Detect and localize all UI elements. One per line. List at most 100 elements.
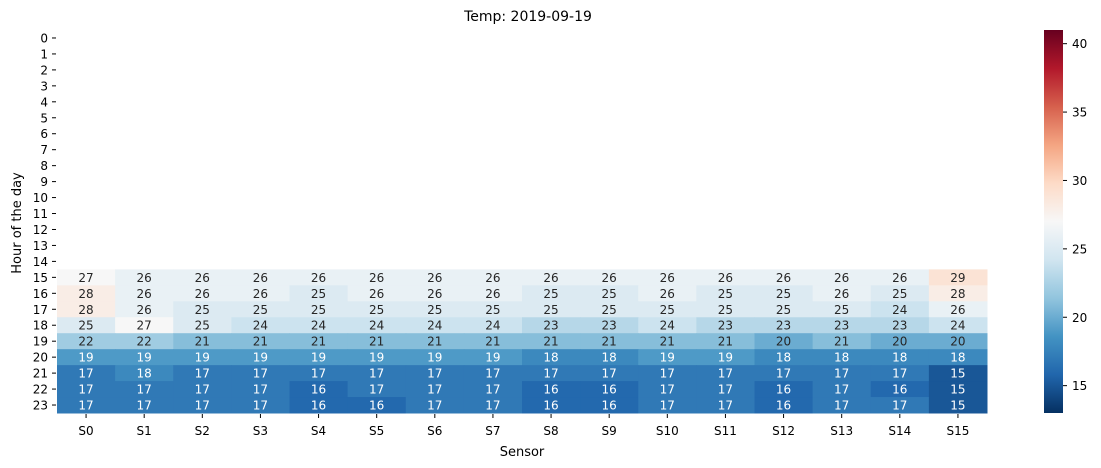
cell-value-label: 15 (950, 399, 965, 413)
cell-value-label: 23 (718, 319, 733, 333)
cell-value-label: 25 (253, 303, 268, 317)
cell-value-label: 21 (660, 335, 675, 349)
y-tick-label: 0 (40, 31, 48, 45)
cell-value-label: 21 (311, 335, 326, 349)
cell-value-label: 17 (195, 383, 210, 397)
cell-value-label: 24 (485, 319, 500, 333)
y-tick-label: 6 (40, 127, 48, 141)
cell-value-label: 26 (834, 271, 849, 285)
cell-value-label: 17 (892, 367, 907, 381)
heatmap-cell (405, 349, 465, 366)
heatmap-cell (57, 333, 116, 350)
cell-value-label: 17 (485, 383, 500, 397)
cell-value-label: 19 (78, 351, 93, 365)
heatmap-cell (405, 333, 465, 350)
cell-value-label: 21 (834, 335, 849, 349)
x-axis-label: Sensor (500, 445, 545, 460)
heatmap-cell (347, 317, 407, 334)
y-tick-label: 10 (33, 191, 48, 205)
cell-value-label: 24 (253, 319, 268, 333)
cell-value-label: 17 (602, 367, 617, 381)
heatmap-cell (638, 333, 697, 350)
cell-value-label: 26 (543, 271, 558, 285)
heatmap-cell (173, 269, 232, 286)
cell-value-label: 26 (485, 271, 500, 285)
heatmap-cell (463, 333, 523, 350)
x-tick-label: S7 (485, 424, 500, 438)
y-tick-label: 12 (33, 223, 48, 237)
heatmap-cell (580, 349, 639, 366)
cell-value-label: 17 (195, 399, 210, 413)
heatmap-cell-labels: 27 26 26 26 26 26 26 26 26 26 26 26 26 26 26 29 28 26 26 26… (78, 271, 965, 413)
heatmap-cell (231, 365, 290, 382)
heatmap-cell (580, 317, 639, 334)
cell-value-label: 25 (660, 303, 675, 317)
cell-value-label: 25 (776, 287, 791, 301)
heatmap-cell (463, 317, 523, 334)
cell-value-label: 17 (253, 367, 268, 381)
x-axis: S0 S1 S2 S3 S4 S5 S6 S7 S8 S9 S10 S11 S12 S13 S14 S15 (78, 414, 969, 438)
cell-value-label: 26 (660, 287, 675, 301)
heatmap-cell (522, 397, 581, 414)
cell-value-label: 24 (369, 319, 384, 333)
heatmap-cell (580, 381, 639, 398)
heatmap-cell (231, 349, 290, 366)
heatmap-cell (522, 333, 581, 350)
cell-value-label: 16 (311, 383, 326, 397)
cell-value-label: 26 (195, 271, 210, 285)
heatmap-cell (580, 397, 639, 414)
cell-value-label: 25 (718, 287, 733, 301)
heatmap-cell (57, 381, 116, 398)
cell-value-label: 16 (543, 399, 558, 413)
cell-value-label: 25 (311, 287, 326, 301)
heatmap-cell (463, 285, 523, 302)
cell-value-label: 19 (485, 351, 500, 365)
cell-value-label: 18 (892, 351, 907, 365)
cell-value-label: 24 (427, 319, 442, 333)
heatmap-cell (57, 365, 116, 382)
cell-value-label: 17 (78, 383, 93, 397)
heatmap-cell (405, 269, 465, 286)
heatmap-cell (580, 285, 639, 302)
y-tick-label: 9 (40, 175, 48, 189)
cell-value-label: 25 (311, 303, 326, 317)
heatmap-cell (696, 301, 755, 318)
cell-value-label: 29 (950, 271, 965, 285)
y-axis-label: Hour of the day (10, 172, 25, 274)
heatmap-cell (522, 301, 581, 318)
cell-value-label: 19 (253, 351, 268, 365)
heatmap-cell (696, 269, 755, 286)
cell-value-label: 17 (253, 399, 268, 413)
heatmap-cell (696, 285, 755, 302)
heatmap-cell (812, 269, 872, 286)
cell-value-label: 26 (602, 271, 617, 285)
heatmap-cell (580, 301, 639, 318)
cell-value-label: 26 (776, 271, 791, 285)
heatmap-cell (870, 285, 930, 302)
heatmap-cell (754, 285, 814, 302)
cell-value-label: 16 (892, 383, 907, 397)
heatmap-cell (928, 365, 988, 382)
y-tick-label: 19 (33, 335, 48, 349)
heatmap-cell (231, 381, 290, 398)
cell-value-label: 20 (892, 335, 907, 349)
cell-value-label: 17 (660, 383, 675, 397)
cell-value-label: 17 (892, 399, 907, 413)
heatmap-cell (115, 349, 174, 366)
heatmap-cell (173, 301, 232, 318)
heatmap-cell (231, 301, 290, 318)
heatmap-cell (347, 333, 407, 350)
heatmap-cell (638, 365, 697, 382)
cell-value-label: 17 (78, 399, 93, 413)
heatmap-cell (812, 381, 872, 398)
cell-value-label: 16 (776, 399, 791, 413)
y-tick-label: 14 (33, 255, 48, 269)
y-tick-label: 15 (33, 271, 48, 285)
cell-value-label: 25 (602, 303, 617, 317)
cell-value-label: 23 (892, 319, 907, 333)
heatmap-cell (57, 317, 116, 334)
y-tick-label: 23 (33, 399, 48, 413)
heatmap-cell (463, 365, 523, 382)
heatmap-cell (347, 381, 407, 398)
cell-value-label: 18 (950, 351, 965, 365)
